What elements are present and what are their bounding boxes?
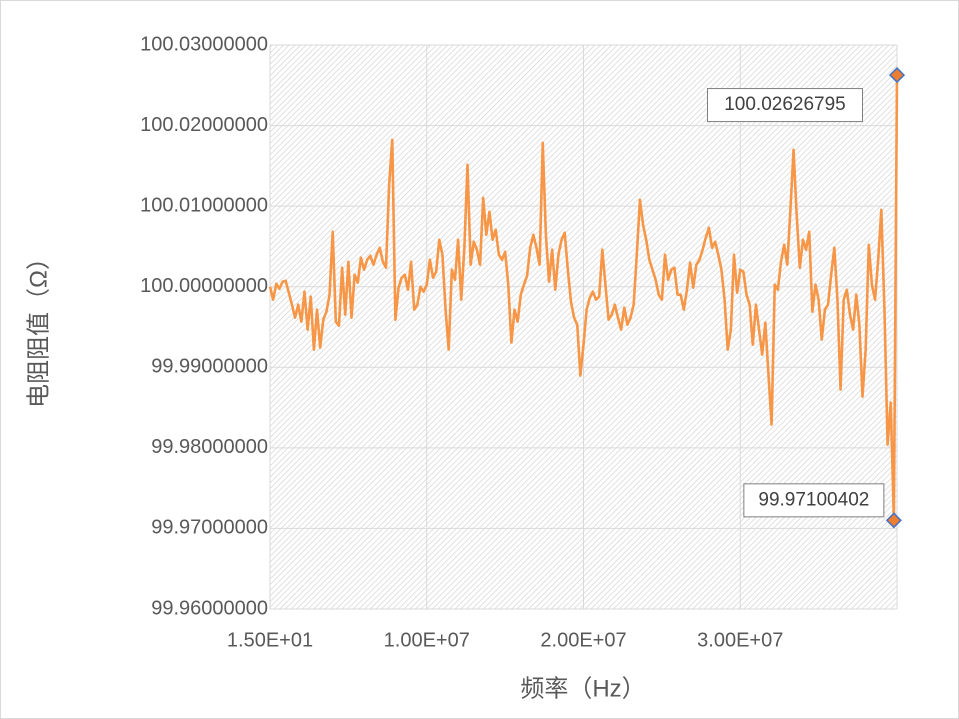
annotation-marker bbox=[885, 512, 902, 529]
x-tick-label: 2.00E+07 bbox=[540, 629, 626, 651]
y-tick-label: 99.97000000 bbox=[151, 517, 268, 539]
y-axis-title: 电阻阻值（Ω） bbox=[25, 246, 52, 408]
x-tick-label: 3.00E+07 bbox=[697, 629, 783, 651]
y-tick-label: 99.99000000 bbox=[151, 356, 268, 378]
x-axis-title: 频率（Hz） bbox=[520, 675, 645, 702]
annotation-box bbox=[707, 88, 863, 123]
data-line bbox=[268, 75, 899, 522]
x-tick-label: 1.00E+07 bbox=[384, 629, 470, 651]
y-tick-label: 100.00000000 bbox=[140, 275, 268, 297]
y-tick-label: 100.03000000 bbox=[140, 33, 268, 55]
y-tick-label: 99.96000000 bbox=[151, 597, 268, 619]
y-tick-label: 100.02000000 bbox=[140, 114, 268, 136]
annotation-marker bbox=[888, 67, 906, 84]
annotation-label: 99.97100402 bbox=[758, 489, 869, 510]
y-tick-label: 99.98000000 bbox=[151, 436, 268, 458]
annotation-label: 100.02626795 bbox=[724, 94, 846, 115]
x-tick-label: 1.50E+01 bbox=[227, 629, 313, 651]
y-tick-label: 100.01000000 bbox=[140, 194, 268, 216]
annotation-box bbox=[743, 483, 885, 518]
